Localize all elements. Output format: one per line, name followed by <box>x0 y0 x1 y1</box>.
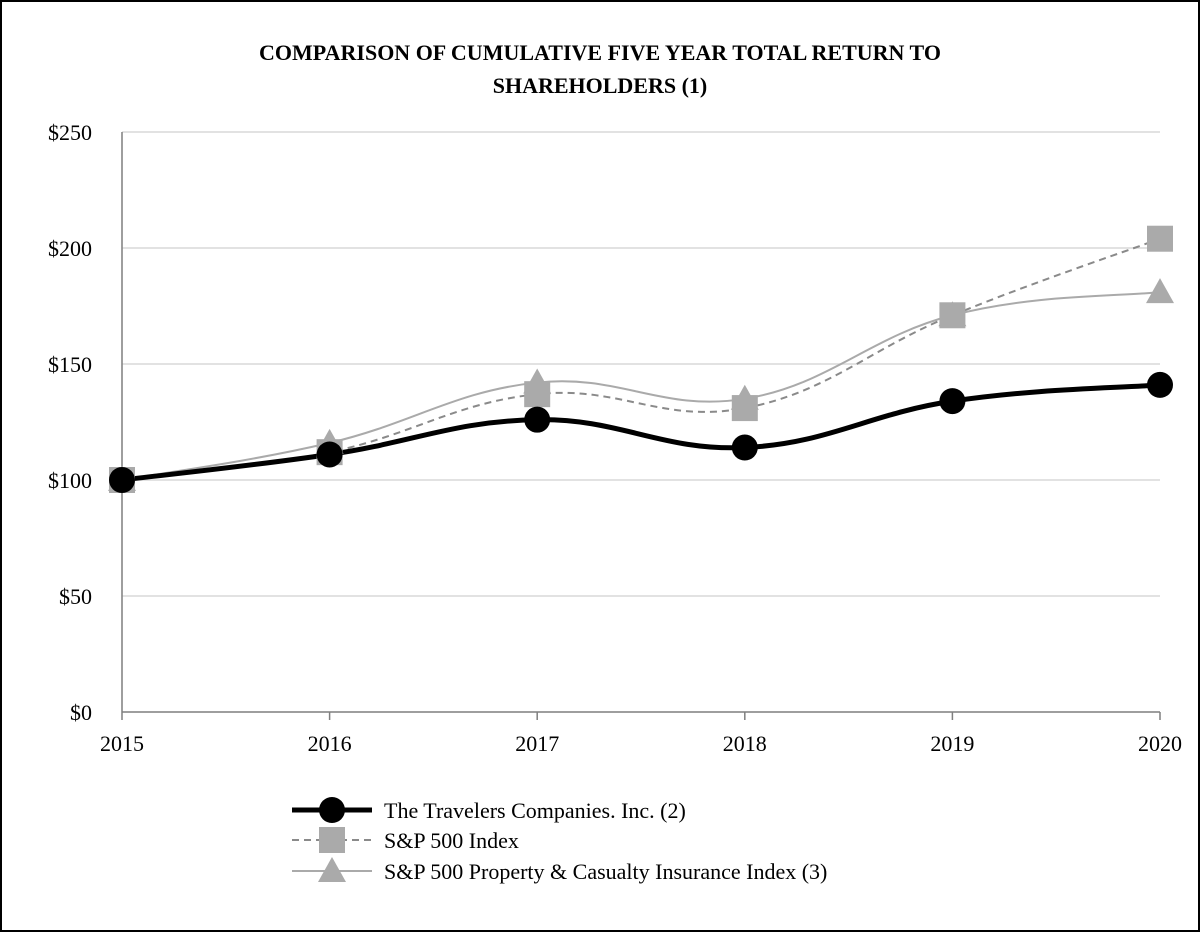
data-point-circle-2020 <box>1147 371 1173 398</box>
data-point-square-2017 <box>524 381 551 408</box>
legend: The Travelers Companies. Inc. (2) S&P 500… <box>292 797 827 884</box>
data-point-square-2019 <box>939 302 966 329</box>
legend-label: The Travelers Companies. Inc. (2) <box>384 798 686 823</box>
x-tick-label: 2020 <box>1138 731 1182 756</box>
data-point-circle-2017 <box>524 406 551 433</box>
y-tick-label: $100 <box>48 468 92 493</box>
data-point-circle-2016 <box>316 441 343 468</box>
data-point-circle-2019 <box>939 388 966 415</box>
axes: $0 $50 $100 $150 $200 $250 2015 2016 2017 2018 201… <box>48 120 1182 756</box>
x-tick-label: 2017 <box>515 731 559 756</box>
x-tick-label: 2015 <box>100 731 144 756</box>
y-tick-label: $0 <box>70 700 92 725</box>
legend-marker-triangle-icon <box>318 857 346 882</box>
data-point-square-2020 <box>1147 225 1173 252</box>
data-point-triangle-2020 <box>1146 278 1174 304</box>
gridlines <box>122 131 1160 597</box>
y-tick-label: $200 <box>48 236 92 261</box>
x-tick-label: 2018 <box>723 731 767 756</box>
data-point-square-2018 <box>731 395 758 422</box>
y-tick-label: $250 <box>48 120 92 145</box>
y-tick-label: $150 <box>48 352 92 377</box>
series-line-square <box>121 237 1161 481</box>
legend-marker-square-icon <box>319 827 345 853</box>
data-point-circle-2015 <box>109 467 135 493</box>
chart-title-line-2: SHAREHOLDERS (1) <box>493 73 708 98</box>
series-line-triangle <box>121 291 1161 481</box>
legend-marker-circle-icon <box>319 797 345 823</box>
series-group <box>108 225 1174 493</box>
series-line-circle <box>121 382 1161 483</box>
legend-label: S&P 500 Property & Casualty Insurance In… <box>384 859 827 884</box>
x-tick-label: 2016 <box>308 731 352 756</box>
x-tick-label: 2019 <box>930 731 974 756</box>
data-point-circle-2018 <box>731 434 758 461</box>
y-tick-label: $50 <box>59 584 92 609</box>
chart-title-line-1: COMPARISON OF CUMULATIVE FIVE YEAR TOTAL… <box>259 40 941 65</box>
legend-label: S&P 500 Index <box>384 828 519 853</box>
